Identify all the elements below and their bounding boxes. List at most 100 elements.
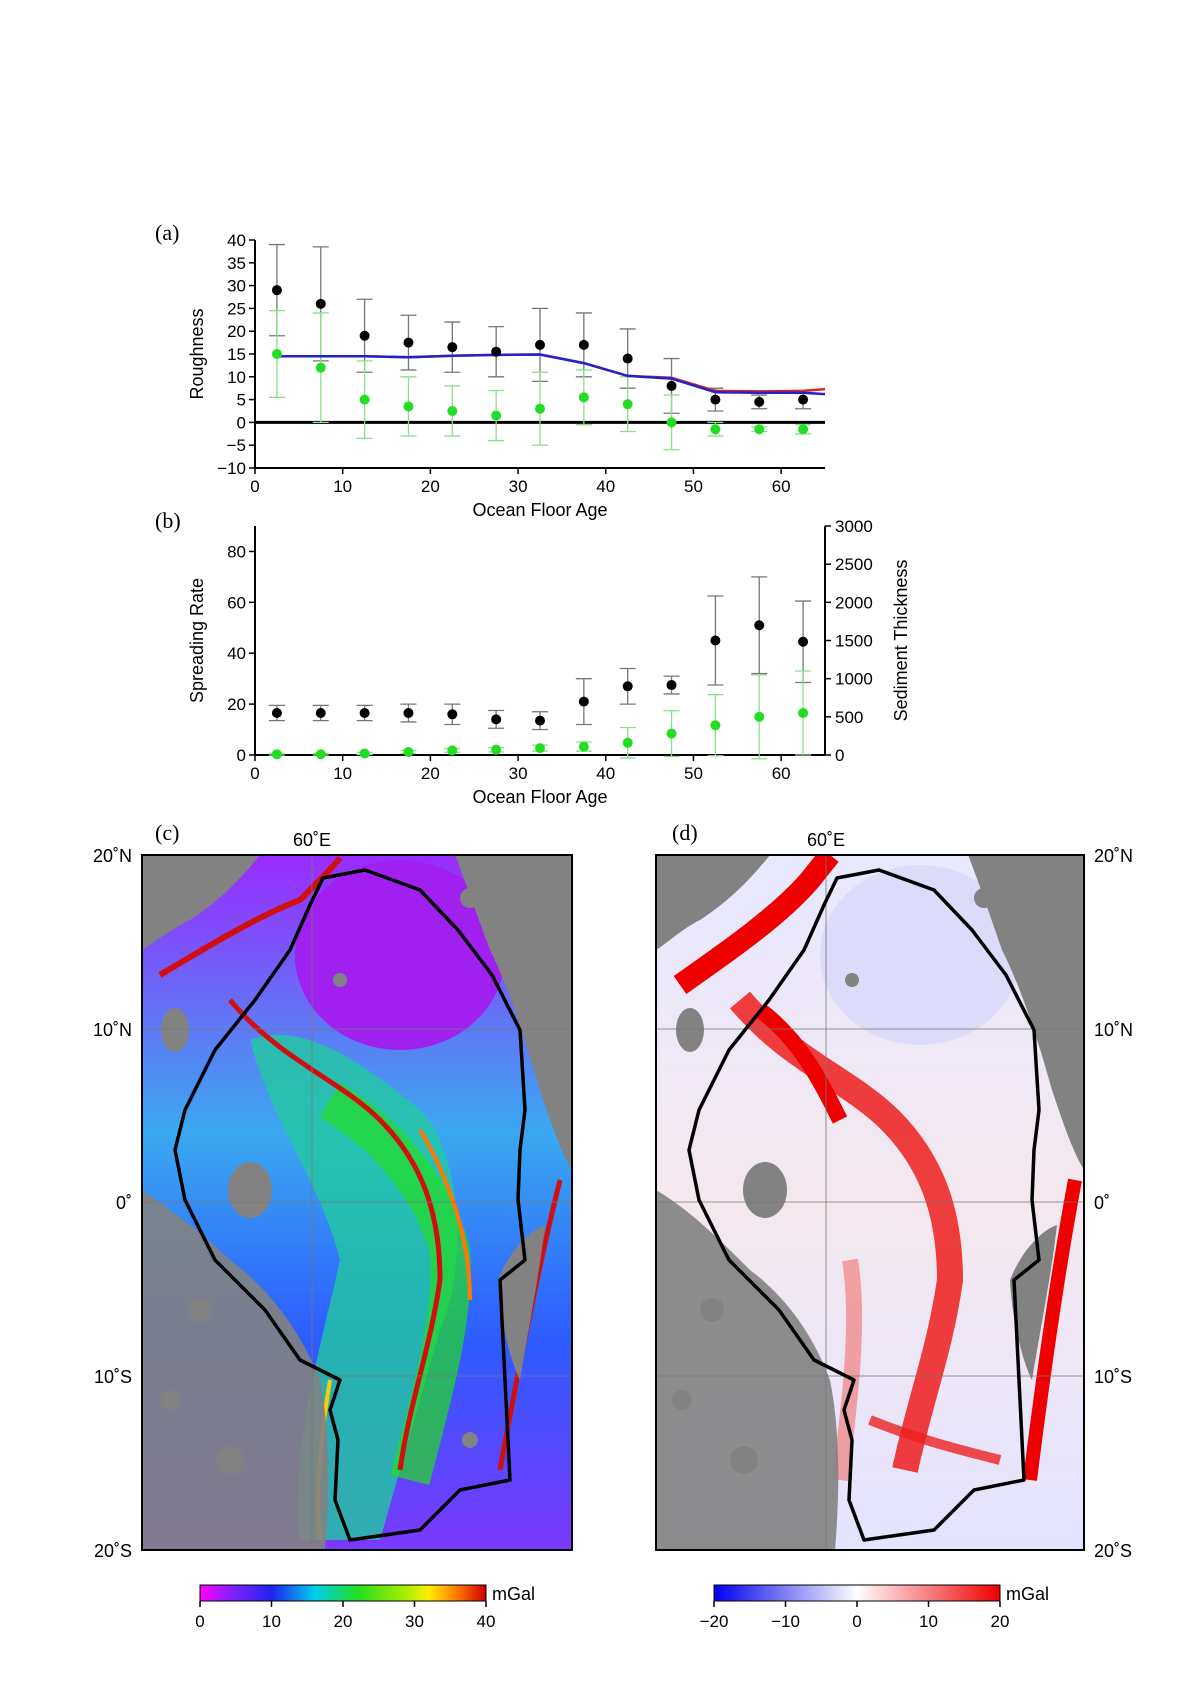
- panel-label-c: (c): [155, 820, 179, 845]
- colorbar-tick-label: 0: [852, 1612, 861, 1631]
- series-line: [276, 353, 826, 396]
- colorbar-d: [713, 1584, 1001, 1602]
- data-point: [359, 748, 370, 759]
- panel-a: (a) 0 10 20 30 40 50 604035302520151050−5−10Oc…: [155, 220, 826, 520]
- data-point: [578, 339, 589, 350]
- data-point: [710, 394, 721, 405]
- x-tick-label: 0: [250, 764, 259, 783]
- data-point: [535, 403, 545, 414]
- colorbar-c-ticks: 0 10 20 30 40: [195, 1601, 495, 1631]
- spreading-rate-plot: 0 10 20 30 40 50 60 80 60 40 20 0 3000 2500 2000 1500 10…: [187, 517, 911, 807]
- map-d-lat-label: 20˚S: [1094, 1541, 1132, 1561]
- panel-c: (c) 60˚E: [93, 820, 573, 1631]
- y-axis-label: Roughness: [187, 308, 207, 399]
- data-point: [403, 708, 414, 719]
- x-tick-label: 10: [333, 764, 352, 783]
- x-tick-label: 20: [421, 764, 440, 783]
- data-point: [447, 406, 458, 416]
- data-point: [535, 743, 545, 754]
- roughness-plot: 0 10 20 30 40 50 604035302520151050−5−10Ocean …: [187, 231, 826, 520]
- x-axis-label: Ocean Floor Age: [472, 787, 607, 807]
- panel-label-b: (b): [155, 508, 181, 533]
- y2-tick-label: 2000: [835, 593, 873, 612]
- colorbar-tick-label: 40: [477, 1612, 496, 1631]
- colorbar-tick-label: 20: [334, 1612, 353, 1631]
- y-tick-label: 40: [227, 644, 246, 663]
- x-tick-label: 60: [772, 764, 791, 783]
- data-point: [798, 636, 809, 647]
- y2-tick-label: 1000: [835, 670, 873, 689]
- data-point: [359, 394, 370, 405]
- data-point: [535, 339, 545, 350]
- data-point: [447, 709, 458, 720]
- data-point: [315, 362, 326, 373]
- data-point: [798, 424, 809, 435]
- map-c-lat-label: 20˚N: [93, 846, 132, 866]
- x-tick-label: 30: [509, 764, 528, 783]
- panel-label-a: (a): [155, 220, 179, 245]
- y-tick-label: 5: [237, 391, 246, 410]
- data-point: [315, 298, 326, 309]
- y-tick-label: 20: [227, 322, 246, 341]
- map-d-frame: [655, 854, 1085, 1551]
- x-tick-label: 40: [596, 477, 615, 496]
- series-line: [276, 353, 826, 393]
- map-c-lat-label: 10˚N: [93, 1020, 132, 1040]
- data-point: [754, 424, 765, 435]
- x-tick-label: 10: [333, 477, 352, 496]
- data-point: [622, 737, 633, 748]
- x-tick-label: 20: [421, 477, 440, 496]
- data-point: [798, 708, 809, 719]
- y-tick-label: −10: [217, 459, 246, 478]
- y-tick-label: −5: [227, 436, 246, 455]
- x-tick-label: 0: [250, 477, 259, 496]
- data-point: [754, 711, 765, 722]
- y-axis-label: Spreading Rate: [187, 578, 207, 703]
- map-d-lat-label: 20˚N: [1094, 846, 1133, 866]
- colorbar-tick-label: −10: [771, 1612, 800, 1631]
- colorbar-c: [199, 1584, 487, 1602]
- map-c-lat-label: 20˚S: [94, 1541, 132, 1561]
- data-point: [578, 696, 589, 707]
- data-point: [666, 680, 677, 691]
- data-point: [403, 337, 414, 348]
- data-point: [578, 392, 589, 403]
- data-point: [271, 349, 282, 359]
- map-d-lon-label: 60˚E: [807, 830, 845, 850]
- data-point: [710, 720, 721, 731]
- data-point: [447, 745, 458, 756]
- x-tick-label: 30: [509, 477, 528, 496]
- data-point: [359, 330, 370, 341]
- y-tick-label: 60: [227, 593, 246, 612]
- x-axis-label: Ocean Floor Age: [472, 500, 607, 520]
- y-tick-label: 25: [227, 299, 246, 318]
- data-point: [491, 744, 502, 755]
- colorbar-tick-label: 0: [195, 1612, 204, 1631]
- data-point: [271, 285, 282, 296]
- map-c-lat-label: 0˚: [116, 1193, 132, 1213]
- map-c-frame: [141, 854, 573, 1551]
- panel-b: (b) 0 10 20 30 40 50 60 80 60 40 20 0 3000 2500 2000 15…: [155, 508, 911, 807]
- map-d-lat-label: 10˚N: [1094, 1020, 1133, 1040]
- colorbar-d-ticks: −20 −10 0 10 20: [700, 1601, 1009, 1631]
- data-point: [622, 399, 633, 410]
- colorbar-d-unit: mGal: [1006, 1584, 1049, 1604]
- map-c-lat-labels: 20˚N 10˚N 0˚ 10˚S 20˚S: [93, 846, 132, 1561]
- panel-d: (d) 60˚E: [655, 820, 1133, 1631]
- map-c-lon-label: 60˚E: [293, 830, 331, 850]
- map-c-lat-label: 10˚S: [94, 1367, 132, 1387]
- y-tick-label: 40: [227, 231, 246, 250]
- data-point: [447, 342, 458, 353]
- map-c-study-outline: [173, 868, 527, 1542]
- x-tick-label: 60: [772, 477, 791, 496]
- y-tick-label: 20: [227, 695, 246, 714]
- data-point: [710, 424, 721, 435]
- data-point: [666, 417, 677, 428]
- colorbar-tick-label: −20: [700, 1612, 729, 1631]
- data-point: [666, 728, 677, 739]
- data-point: [798, 394, 809, 405]
- data-point: [315, 749, 326, 760]
- y2-tick-label: 500: [835, 708, 863, 727]
- data-point: [535, 715, 545, 726]
